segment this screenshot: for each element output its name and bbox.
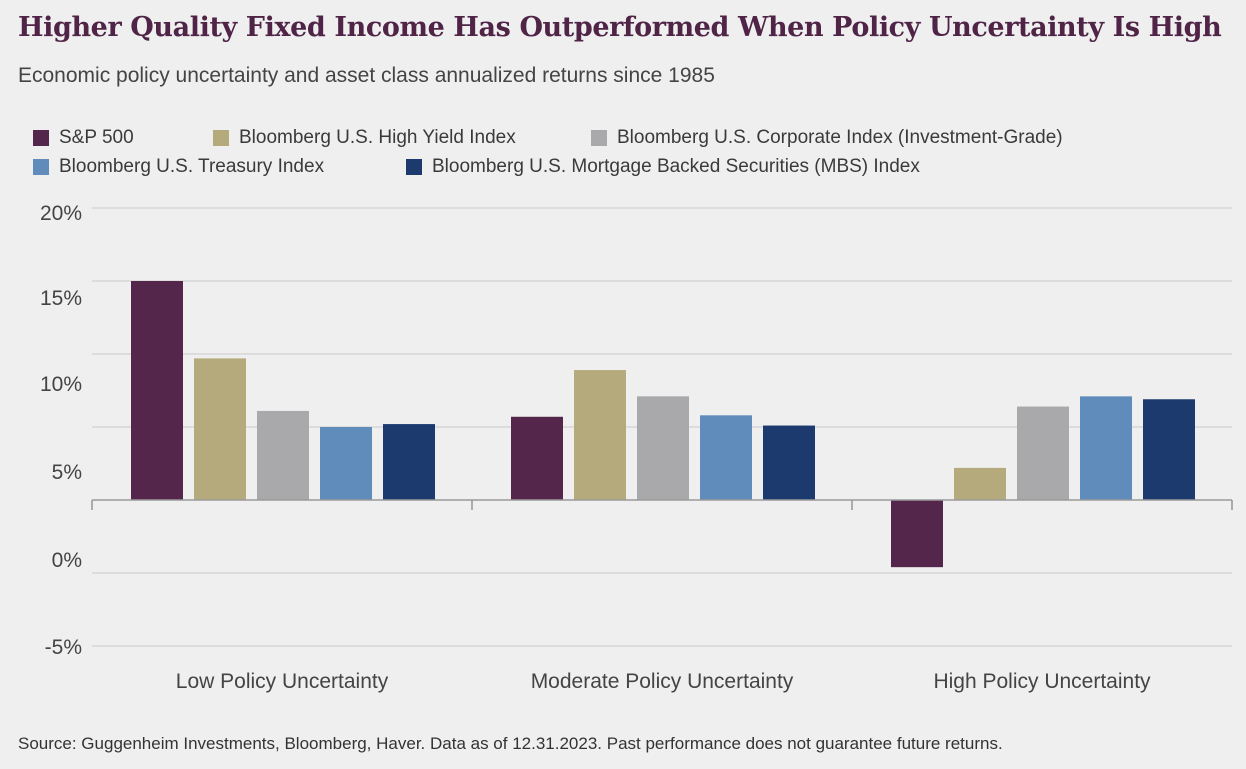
- bar: [257, 410, 309, 500]
- x-category-label: High Policy Uncertainty: [933, 670, 1151, 693]
- y-tick-label: 10%: [40, 373, 82, 396]
- legend-item-high-yield: Bloomberg U.S. High Yield Index: [213, 127, 516, 149]
- legend-item-mbs: Bloomberg U.S. Mortgage Backed Securitie…: [406, 156, 920, 178]
- y-tick-label: -5%: [45, 636, 82, 659]
- chart-subtitle: Economic policy uncertainty and asset cl…: [18, 64, 715, 87]
- legend-item-sp500: S&P 500: [33, 127, 134, 149]
- bar: [194, 358, 246, 500]
- legend-label: Bloomberg U.S. High Yield Index: [239, 127, 516, 148]
- bar-chart: 20% 15% 10% 5% 0% -5% Low Policy Uncertainty Mo…: [40, 202, 1233, 693]
- bar: [637, 396, 689, 500]
- legend-swatch: [591, 130, 607, 146]
- legend-label: Bloomberg U.S. Treasury Index: [59, 156, 325, 177]
- bar: [954, 467, 1006, 500]
- bar: [131, 281, 183, 500]
- legend-label: Bloomberg U.S. Mortgage Backed Securitie…: [432, 156, 920, 177]
- bar: [1017, 406, 1069, 500]
- legend-label: S&P 500: [59, 127, 134, 148]
- bar: [1080, 396, 1132, 500]
- legend-swatch: [33, 159, 49, 175]
- legend-item-treasury: Bloomberg U.S. Treasury Index: [33, 156, 324, 178]
- legend-swatch: [33, 130, 49, 146]
- y-tick-label: 0%: [52, 549, 82, 572]
- bar: [383, 424, 435, 500]
- chart-title: Higher Quality Fixed Income Has Outperfo…: [18, 12, 1222, 43]
- bar: [891, 500, 943, 568]
- source-note: Source: Guggenheim Investments, Bloomber…: [18, 734, 1003, 753]
- bar: [1143, 399, 1195, 500]
- bar: [511, 416, 563, 500]
- y-tick-label: 5%: [52, 461, 82, 484]
- legend-label: Bloomberg U.S. Corporate Index (Investme…: [617, 127, 1063, 148]
- x-category-label: Low Policy Uncertainty: [176, 670, 389, 693]
- bar: [700, 415, 752, 500]
- bar: [574, 370, 626, 500]
- y-tick-label: 20%: [40, 202, 82, 225]
- bar: [763, 425, 815, 500]
- x-category-label: Moderate Policy Uncertainty: [531, 670, 794, 693]
- legend-item-corporate: Bloomberg U.S. Corporate Index (Investme…: [591, 127, 1063, 149]
- bar: [320, 427, 372, 500]
- legend-swatch: [406, 159, 422, 175]
- y-tick-label: 15%: [40, 287, 82, 310]
- legend-swatch: [213, 130, 229, 146]
- legend: S&P 500 Bloomberg U.S. High Yield Index …: [33, 127, 1213, 187]
